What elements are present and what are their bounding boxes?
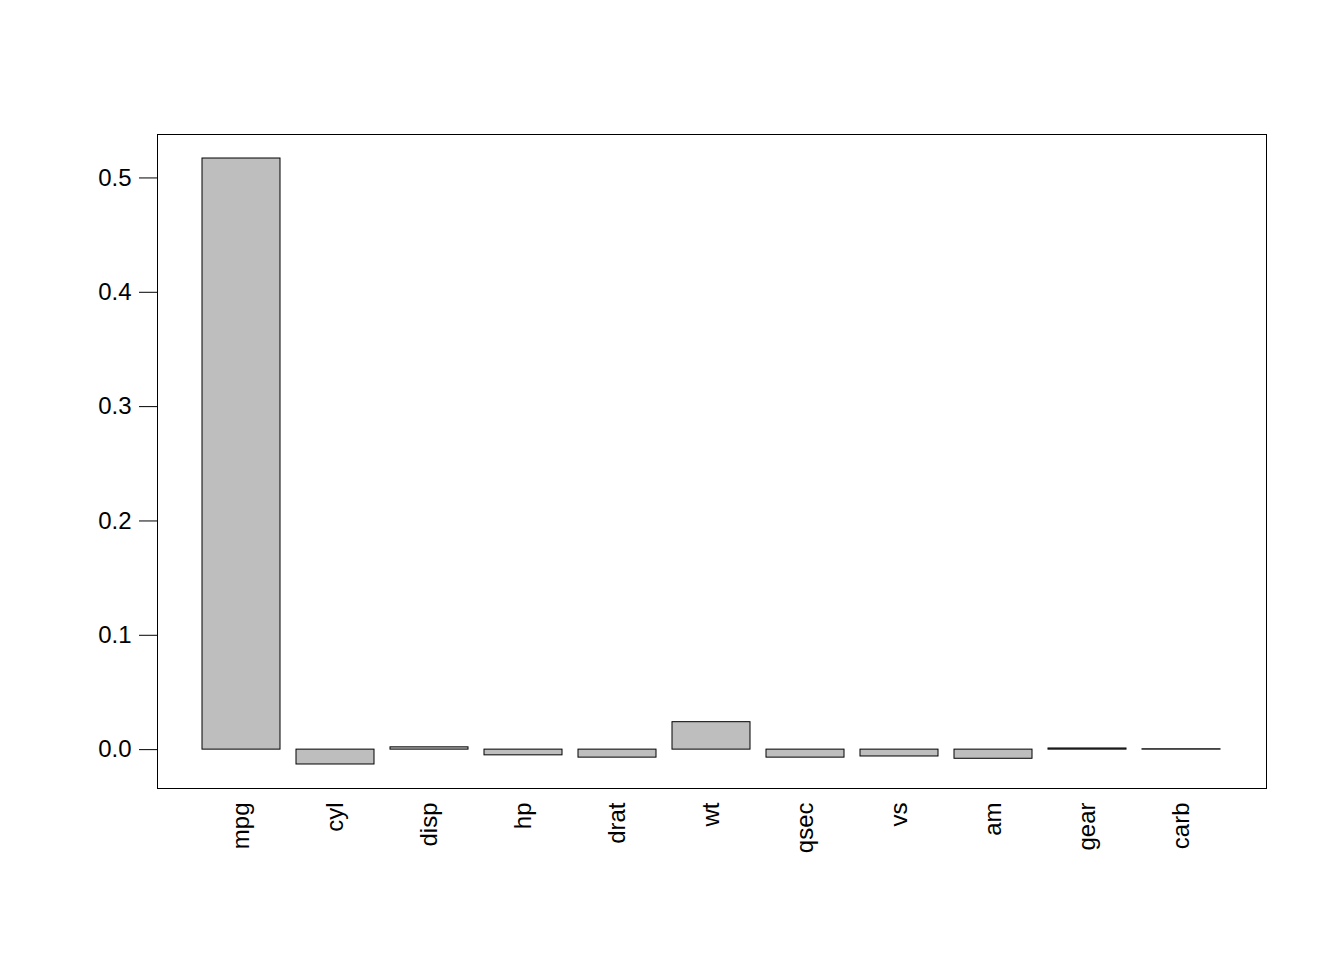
svg-text:0.0: 0.0 — [98, 735, 131, 762]
svg-text:0.2: 0.2 — [98, 507, 131, 534]
svg-text:0.3: 0.3 — [98, 392, 131, 419]
svg-text:wt: wt — [697, 802, 724, 827]
svg-text:drat: drat — [603, 802, 630, 844]
svg-text:hp: hp — [509, 803, 536, 830]
svg-text:mpg: mpg — [227, 803, 254, 850]
svg-text:am: am — [979, 803, 1006, 836]
svg-text:qsec: qsec — [791, 803, 818, 854]
svg-text:vs: vs — [885, 803, 912, 827]
svg-text:0.4: 0.4 — [98, 278, 131, 305]
svg-text:0.1: 0.1 — [98, 621, 131, 648]
svg-text:gear: gear — [1073, 803, 1100, 851]
svg-text:carb: carb — [1167, 803, 1194, 850]
svg-text:cyl: cyl — [321, 803, 348, 832]
svg-text:0.5: 0.5 — [98, 164, 131, 191]
svg-text:disp: disp — [415, 803, 442, 847]
